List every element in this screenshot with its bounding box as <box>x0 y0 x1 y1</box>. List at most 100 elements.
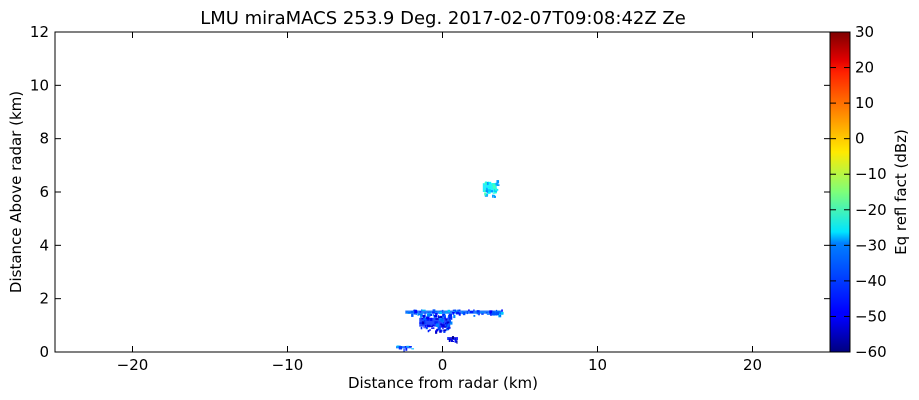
echo-cell <box>426 313 429 317</box>
y-tick-label: 0 <box>39 343 49 361</box>
echo-cell <box>444 311 448 314</box>
x-tick-label: −20 <box>117 356 149 374</box>
echo-cell <box>438 326 441 330</box>
echo-cell <box>457 309 459 312</box>
echo-cell <box>453 314 456 319</box>
echo-cell <box>448 338 451 342</box>
echo-cell <box>440 323 442 326</box>
echo-cell <box>423 322 427 324</box>
echo-cell <box>429 313 432 316</box>
echo-cell <box>454 309 457 313</box>
echo-cell <box>439 329 442 333</box>
colorbar-axis: 30 20 10 0 −10 −20 −30 −40 −50 −60 <box>830 23 887 361</box>
echo-cell <box>496 180 500 184</box>
echo-cell <box>425 325 427 328</box>
colorbar-tick-label: 0 <box>855 130 865 148</box>
echo-cell <box>456 311 460 315</box>
echo-cell <box>441 324 445 328</box>
echo-cell <box>421 309 423 312</box>
echo-cell <box>441 324 443 326</box>
y-tick-label: 10 <box>30 76 49 94</box>
echo-region <box>482 180 500 198</box>
y-tick-label: 2 <box>39 290 49 308</box>
echo-cell <box>481 313 484 315</box>
echo-cell <box>449 314 452 317</box>
echo-cell <box>440 319 444 322</box>
echo-cell <box>441 309 444 311</box>
echo-cell <box>487 190 491 194</box>
echo-cell <box>411 348 415 350</box>
y-tick-label: 4 <box>39 236 49 254</box>
colorbar-tick-label: 10 <box>855 94 874 112</box>
echo-cell <box>418 313 422 316</box>
colorbar-tick-label: −40 <box>855 272 887 290</box>
echo-cell <box>445 323 448 327</box>
echo-cell <box>493 313 497 316</box>
echo-cell <box>424 312 426 316</box>
echo-cell <box>454 339 457 343</box>
colorbar <box>829 31 851 353</box>
echo-cell <box>404 346 407 348</box>
echo-cell <box>405 311 409 313</box>
echo-cell <box>447 309 450 313</box>
echo-cell <box>432 311 435 314</box>
echo-cell <box>452 312 455 315</box>
echo-cell <box>441 316 445 318</box>
echo-cell <box>456 340 458 344</box>
echo-cell <box>484 192 487 196</box>
echo-cell <box>487 186 491 189</box>
echo-cell <box>437 316 441 318</box>
echo-cell <box>443 326 447 328</box>
echo-cell <box>451 339 454 341</box>
echo-cell <box>486 313 491 315</box>
echo-cell <box>423 326 425 329</box>
echo-cell <box>424 315 427 317</box>
echo-cell <box>420 326 423 330</box>
colorbar-tick-label: −60 <box>855 343 887 361</box>
echo-region <box>396 345 415 352</box>
echo-region <box>405 309 504 319</box>
echo-cell <box>437 315 440 317</box>
echo-cell <box>461 313 463 315</box>
echo-cell <box>447 323 450 326</box>
echo-cell <box>468 309 470 312</box>
echo-cell <box>423 317 427 321</box>
echo-cell <box>476 312 480 315</box>
echo-cell <box>426 318 430 321</box>
echo-cell <box>442 322 445 324</box>
echo-cell <box>422 314 426 318</box>
chart-title: LMU miraMACS 253.9 Deg. 2017-02-07T09:08… <box>200 8 686 29</box>
y-tick-label: 12 <box>30 23 49 41</box>
echo-cell <box>495 309 498 312</box>
echo-cell <box>445 328 449 331</box>
x-axis: −20 −10 0 10 20 <box>117 32 762 374</box>
colorbar-label: Eq refl fact (dBz) <box>892 129 910 255</box>
colorbar-tick-label: 20 <box>855 59 874 77</box>
echo-cell <box>501 309 503 312</box>
y-axis-label: Distance Above radar (km) <box>7 91 25 293</box>
echo-cell <box>425 326 428 330</box>
echo-cell <box>429 311 432 313</box>
echo-region <box>447 336 458 344</box>
echo-cell <box>487 189 491 192</box>
x-tick-label: 0 <box>438 356 448 374</box>
echo-cell <box>444 316 446 319</box>
x-tick-label: 20 <box>743 356 762 374</box>
echo-cell <box>486 189 489 193</box>
echo-cell <box>473 309 475 312</box>
echo-cell <box>436 323 439 327</box>
echo-cell <box>484 195 488 197</box>
echo-cell <box>497 313 501 316</box>
echo-cell <box>408 346 412 348</box>
echo-cell <box>449 316 453 320</box>
echo-cell <box>441 329 443 332</box>
echo-cell <box>398 346 403 350</box>
echo-cell <box>485 193 489 196</box>
echo-cell <box>495 311 500 316</box>
echo-cell <box>443 324 445 327</box>
echo-cell <box>492 192 496 194</box>
echo-cell <box>446 321 450 324</box>
echo-cell <box>492 194 494 198</box>
echo-cell <box>495 182 498 185</box>
